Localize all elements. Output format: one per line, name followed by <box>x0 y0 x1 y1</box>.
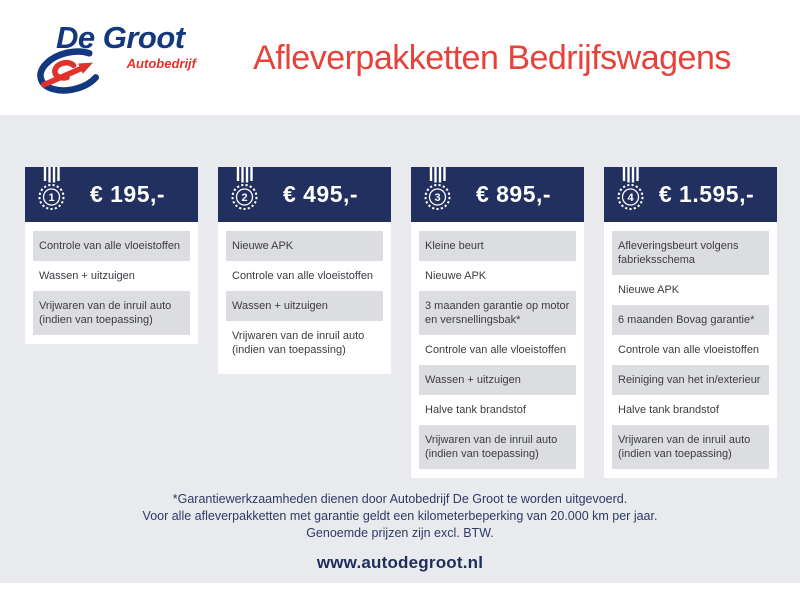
package-price: € 195,- <box>89 181 166 207</box>
package-item: Vrijwaren van de inruil auto (indien van… <box>612 425 769 469</box>
medal-number: 4 <box>627 192 634 204</box>
package-item: Vrijwaren van de inruil auto (indien van… <box>419 425 576 469</box>
medal-number: 2 <box>241 192 247 204</box>
package-item: 6 maanden Bovag garantie* <box>612 305 769 335</box>
package-price: € 495,- <box>282 181 359 207</box>
footer-note-line: *Garantiewerkzaamheden dienen door Autob… <box>172 492 628 506</box>
package-item: Halve tank brandstof <box>612 395 769 425</box>
package-item: Vrijwaren van de inruil auto (indien van… <box>226 321 383 365</box>
footer-note-line: Genoemde prijzen zijn excl. BTW. <box>306 526 494 540</box>
bottom-strip <box>0 583 800 600</box>
package-item: Controle van alle vloeistoffen <box>612 335 769 365</box>
medal-icon: 3 <box>424 167 451 210</box>
package-item: Nieuwe APK <box>226 231 383 261</box>
package-item: 3 maanden garantie op motor en versnelli… <box>419 291 576 335</box>
package-item: Nieuwe APK <box>612 275 769 305</box>
package-header: 4 € 1.595,- <box>604 167 777 222</box>
package-body: Nieuwe APK Controle van alle vloeistoffen… <box>218 222 391 374</box>
package-item: Reiniging van het in/exterieur <box>612 365 769 395</box>
package-item: Controle van alle vloeistoffen <box>33 231 190 261</box>
package-item: Wassen + uitzuigen <box>226 291 383 321</box>
package-card: 1 € 195,- Controle van alle vloeistoffen… <box>25 167 198 344</box>
packages-row: 1 € 195,- Controle van alle vloeistoffen… <box>0 115 800 478</box>
content-area: 1 € 195,- Controle van alle vloeistoffen… <box>0 115 800 583</box>
package-header: 2 € 495,- <box>218 167 391 222</box>
package-card: 2 € 495,- Nieuwe APK Controle van alle vl… <box>218 167 391 374</box>
package-item: Kleine beurt <box>419 231 576 261</box>
package-item: Controle van alle vloeistoffen <box>419 335 576 365</box>
package-item: Controle van alle vloeistoffen <box>226 261 383 291</box>
footer-notes: *Garantiewerkzaamheden dienen door Autob… <box>0 491 800 542</box>
package-price: € 1.595,- <box>658 181 755 207</box>
package-price: € 895,- <box>475 181 552 207</box>
footer-note-line: Voor alle afleverpakketten met garantie … <box>142 509 658 523</box>
package-item: Halve tank brandstof <box>419 395 576 425</box>
package-body: Kleine beurt Nieuwe APK 3 maanden garantie… <box>411 222 584 478</box>
website-url: www.autodegroot.nl <box>316 553 484 572</box>
package-item: Wassen + uitzuigen <box>419 365 576 395</box>
header: De Groot Autobedrijf Afleverpakketten Be… <box>0 0 800 115</box>
package-card: 3 € 895,- Kleine beurt Nieuwe APK 3 maande… <box>411 167 584 478</box>
package-header: 3 € 895,- <box>411 167 584 222</box>
brand-logo: De Groot Autobedrijf <box>28 16 198 100</box>
medal-icon: 2 <box>231 167 258 210</box>
page-title: Afleverpakketten Bedrijfswagens <box>253 39 731 77</box>
brand-subtitle: Autobedrijf <box>126 55 196 71</box>
medal-number: 3 <box>434 192 440 204</box>
medal-number: 1 <box>48 192 54 204</box>
package-body: Controle van alle vloeistoffen Wassen + u… <box>25 222 198 344</box>
package-header: 1 € 195,- <box>25 167 198 222</box>
swoosh-logo-icon <box>37 47 100 94</box>
package-item: Vrijwaren van de inruil auto (indien van… <box>33 291 190 335</box>
package-item: Afleveringsbeurt volgens fabrieksschema <box>612 231 769 275</box>
package-body: Afleveringsbeurt volgens fabrieksschema N… <box>604 222 777 478</box>
package-item: Wassen + uitzuigen <box>33 261 190 291</box>
package-card: 4 € 1.595,- Afleveringsbeurt volgens fab… <box>604 167 777 478</box>
medal-icon: 1 <box>38 167 65 210</box>
medal-icon: 4 <box>617 167 644 210</box>
brand-name: De Groot <box>56 19 185 55</box>
package-item: Nieuwe APK <box>419 261 576 291</box>
